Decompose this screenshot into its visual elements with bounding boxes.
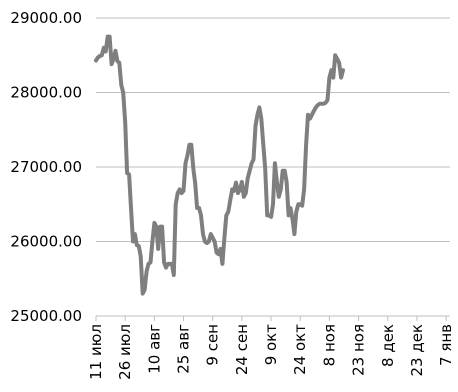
x-tick-label: 24 сен — [233, 324, 251, 375]
x-tick-label: 8 ноя — [320, 324, 338, 366]
x-tick-label: 24 окт — [291, 324, 309, 375]
x-tick-label: 10 авг — [145, 324, 163, 374]
y-axis-tick-labels: 25000.00 26000.00 27000.00 28000.00 29000.00 — [10, 9, 82, 325]
y-tick-label: 28000.00 — [10, 84, 82, 102]
x-tick-label: 23 дек — [408, 324, 426, 377]
y-tick-label: 25000.00 — [10, 307, 82, 325]
x-axis-tick-labels: 11 июл 26 июл 10 авг 25 авг 9 сен 24 сен 9 окт… — [87, 324, 455, 380]
series-layer — [94, 34, 345, 296]
y-tick-label: 27000.00 — [10, 158, 82, 176]
x-tick-label: 9 сен — [204, 324, 222, 366]
x-tick-label: 7 янв — [437, 324, 455, 366]
series-line — [94, 34, 345, 296]
x-tick-label: 8 дек — [379, 324, 397, 367]
x-tick-label: 25 авг — [175, 324, 193, 374]
y-tick-label: 26000.00 — [10, 233, 82, 251]
y-tick-label: 29000.00 — [10, 9, 82, 27]
x-tick-label: 11 июл — [87, 324, 105, 380]
x-tick-label: 9 окт — [262, 324, 280, 366]
x-tick-label: 23 ноя — [350, 324, 368, 376]
x-tick-label: 26 июл — [116, 324, 134, 380]
